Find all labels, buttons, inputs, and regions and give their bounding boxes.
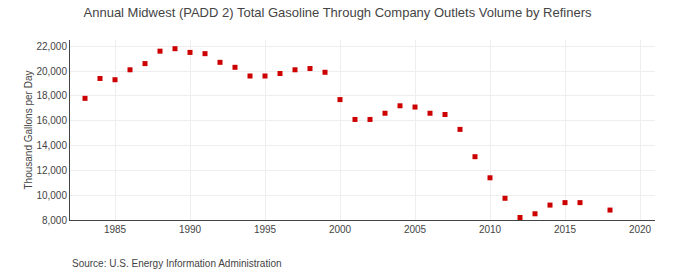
- svg-text:1990: 1990: [179, 224, 202, 235]
- svg-text:10,000: 10,000: [36, 190, 67, 201]
- svg-text:2010: 2010: [479, 224, 502, 235]
- svg-text:2015: 2015: [554, 224, 577, 235]
- svg-text:20,000: 20,000: [36, 66, 67, 77]
- svg-text:Annual Midwest (PADD 2) Total: Annual Midwest (PADD 2) Total Gasoline T…: [84, 5, 592, 20]
- svg-text:2020: 2020: [629, 224, 652, 235]
- svg-text:1985: 1985: [104, 224, 127, 235]
- svg-text:2000: 2000: [329, 224, 352, 235]
- svg-text:1995: 1995: [254, 224, 277, 235]
- svg-text:Thousand Gallons per Day: Thousand Gallons per Day: [23, 71, 34, 190]
- svg-text:2005: 2005: [404, 224, 427, 235]
- svg-text:Source: U.S. Energy Informatio: Source: U.S. Energy Information Administ…: [72, 258, 282, 269]
- svg-text:12,000: 12,000: [36, 165, 67, 176]
- svg-text:16,000: 16,000: [36, 115, 67, 126]
- svg-text:8,000: 8,000: [42, 215, 67, 226]
- svg-text:14,000: 14,000: [36, 140, 67, 151]
- svg-text:22,000: 22,000: [36, 41, 67, 52]
- svg-text:18,000: 18,000: [36, 90, 67, 101]
